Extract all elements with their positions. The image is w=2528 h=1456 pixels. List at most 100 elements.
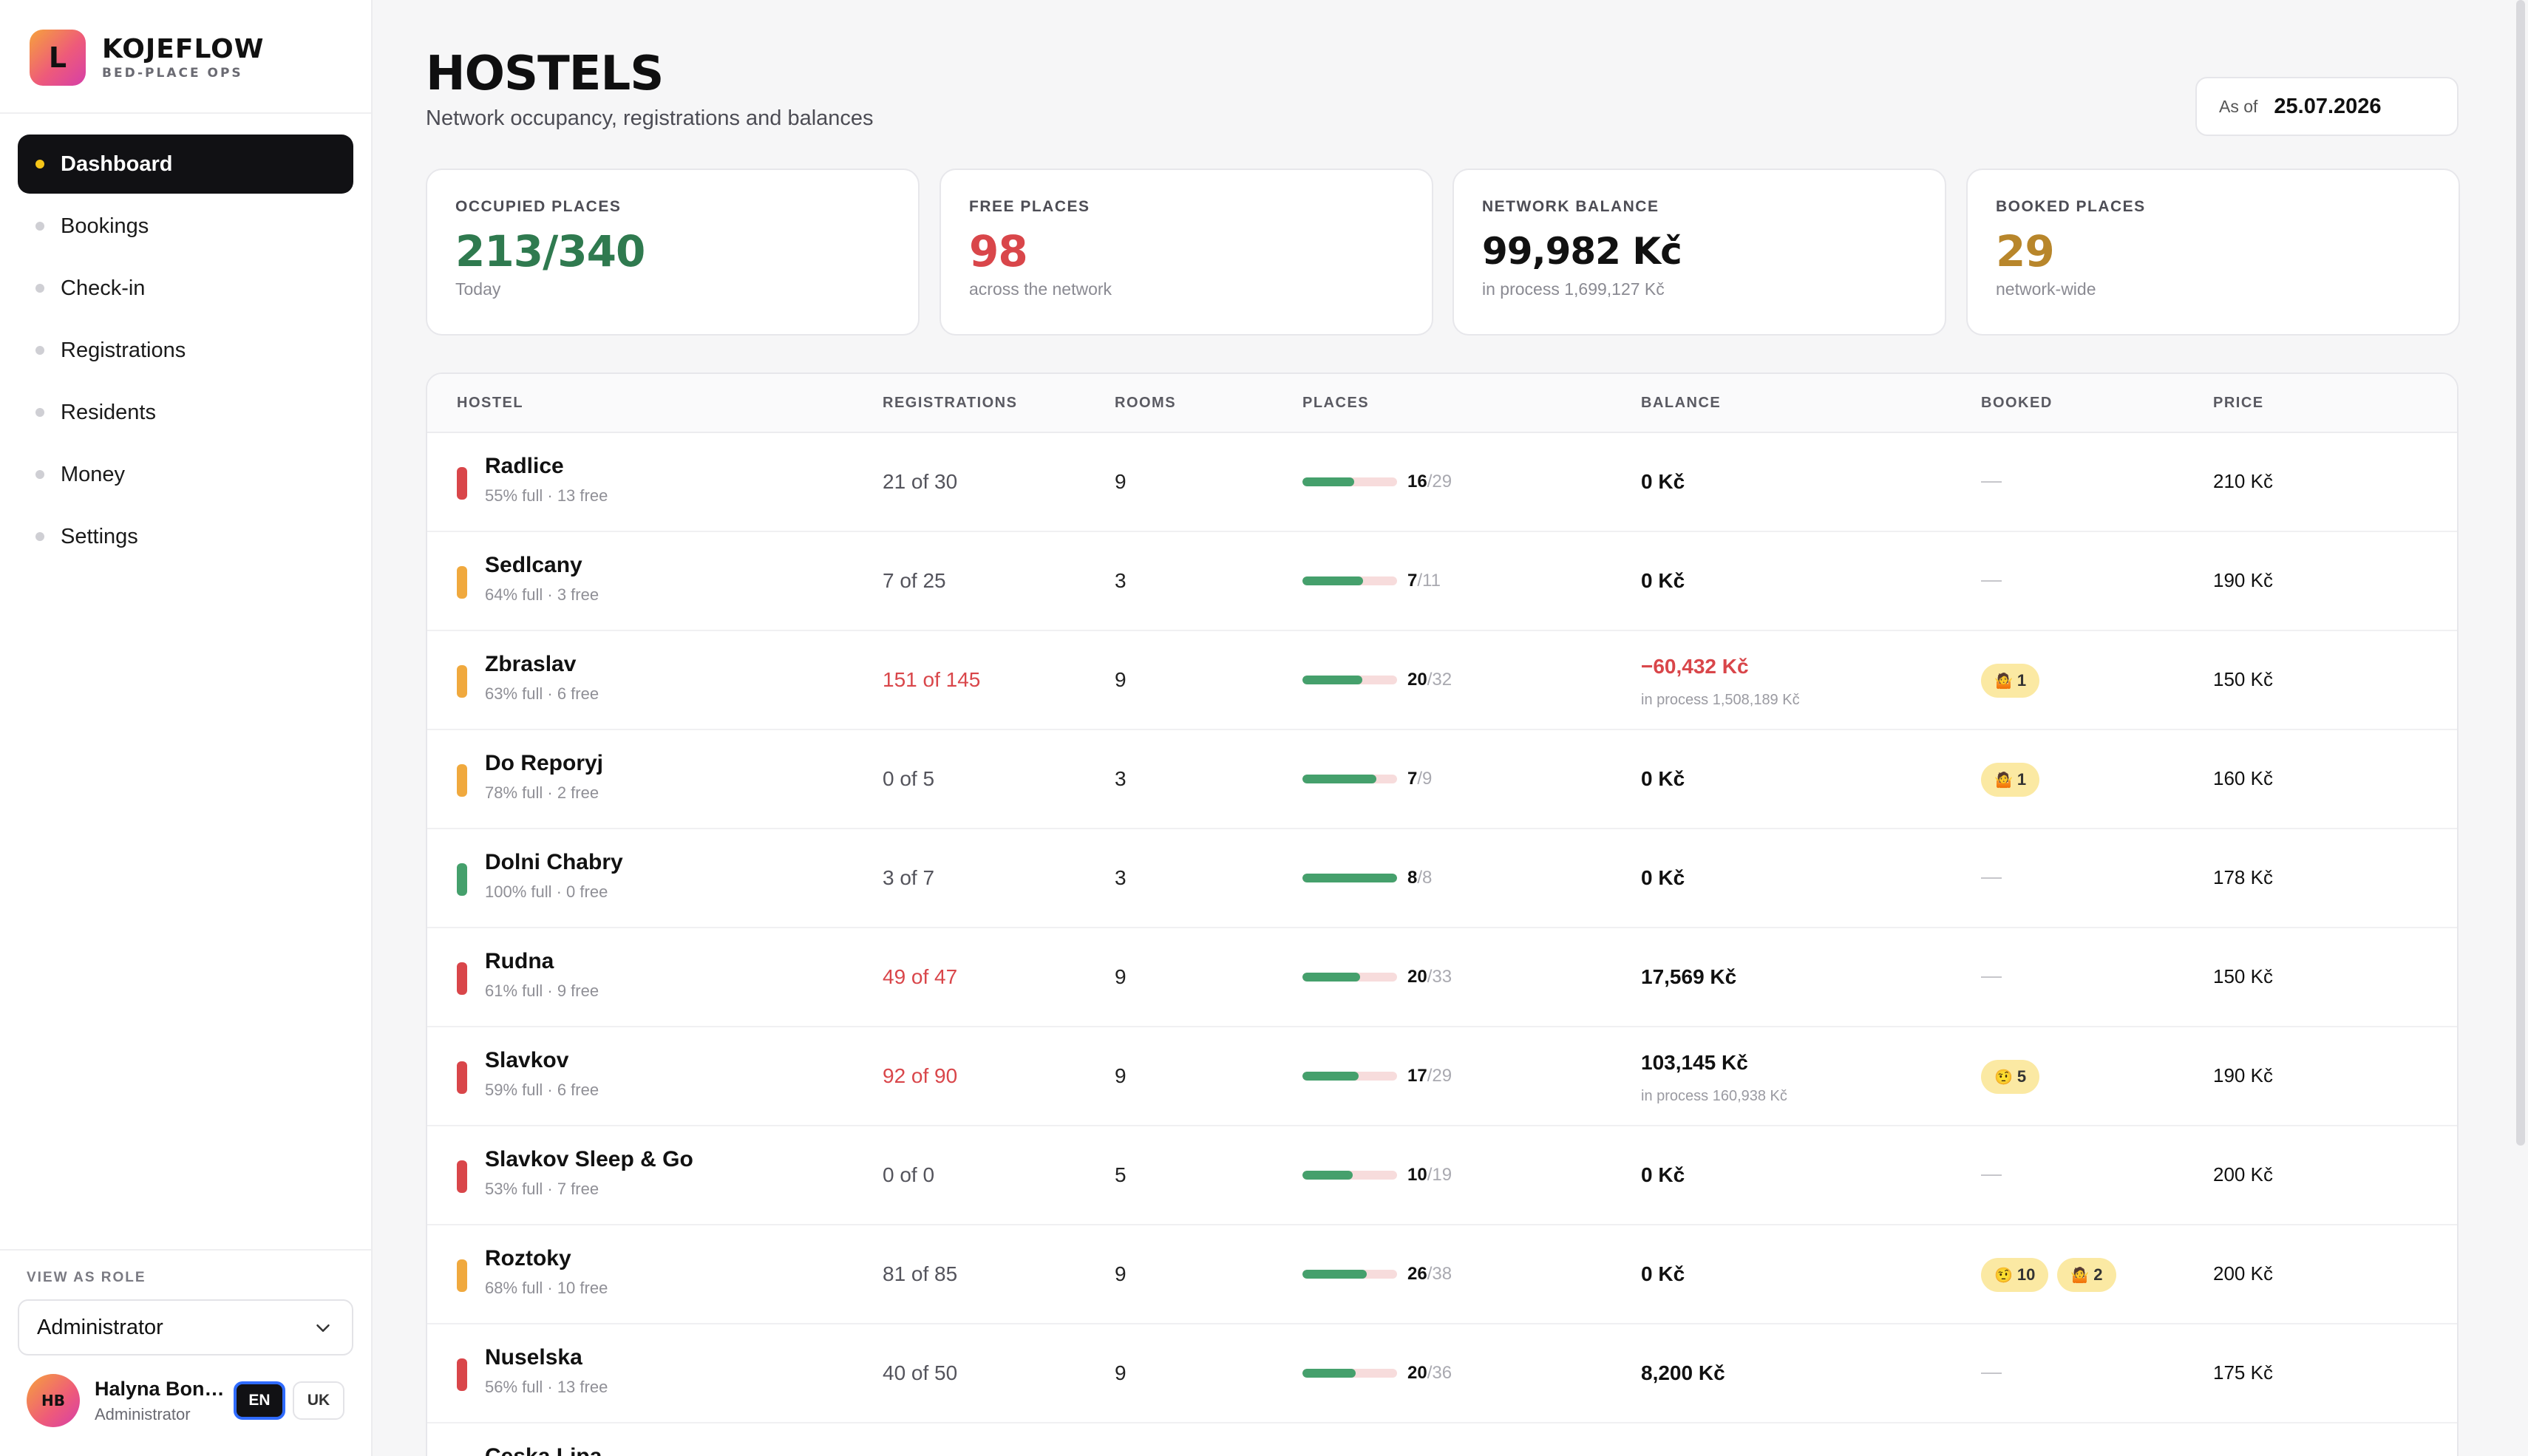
hostel-occupancy: 55% full · 13 free: [485, 486, 608, 505]
rooms-count: 9: [1115, 965, 1127, 988]
hostel-name[interactable]: Do Reporyj: [485, 751, 604, 775]
as-of-date-picker[interactable]: As of 25.07.2026: [2195, 77, 2459, 136]
stat-label: OCCUPIED PLACES: [455, 198, 622, 215]
sidebar-item-check-in[interactable]: Check-in: [18, 259, 353, 318]
hostel-name[interactable]: Nuselska: [485, 1345, 582, 1370]
places-total: /36: [1427, 1363, 1452, 1383]
hostel-name[interactable]: Radlice: [485, 454, 564, 478]
stat-card-network-balance: NETWORK BALANCE 99,982 Kč in process 1,6…: [1452, 169, 1946, 336]
rooms-count: 3: [1115, 866, 1127, 889]
places-progress-bar: [1302, 1072, 1397, 1081]
table-row[interactable]: Slavkov Sleep & Go 53% full · 7 free 0 of …: [427, 1126, 2457, 1225]
table-row[interactable]: Rudna 61% full · 9 free 49 of 47 9 20/33 17,5…: [427, 928, 2457, 1027]
empty-dash: —: [1981, 1162, 2002, 1185]
hostel-name[interactable]: Slavkov: [485, 1048, 569, 1072]
brand[interactable]: L KOJEFLOW BED-PLACE OPS: [30, 28, 264, 87]
language-en-button[interactable]: EN: [234, 1381, 285, 1420]
places-progress-bar: [1302, 576, 1397, 585]
user-role: Administrator: [95, 1404, 191, 1423]
column-header-places[interactable]: PLACES: [1302, 395, 1370, 411]
price-value: 150 Kč: [2213, 965, 2273, 987]
rooms-count: 9: [1115, 1361, 1127, 1384]
table-row[interactable]: Radlice 55% full · 13 free 21 of 30 9 16/29 0…: [427, 433, 2457, 532]
user-profile: HB Halyna Bon… Administrator EN UK: [27, 1372, 352, 1429]
table-row[interactable]: Do Reporyj 78% full · 2 free 0 of 5 3 7/9 0 K…: [427, 730, 2457, 829]
sidebar-item-label: Registrations: [61, 338, 186, 362]
places-total: /33: [1427, 967, 1452, 987]
sidebar-item-bookings[interactable]: Bookings: [18, 197, 353, 256]
table-row[interactable]: Ceska Lipa: [427, 1423, 2457, 1456]
avatar[interactable]: HB: [27, 1374, 80, 1427]
booked-badge[interactable]: 🤷 1: [1981, 664, 2040, 698]
booked-count: 1: [2016, 770, 2027, 789]
column-header-hostel[interactable]: HOSTEL: [457, 395, 524, 411]
column-header-booked[interactable]: BOOKED: [1981, 395, 2053, 411]
places-occupied: 20: [1407, 967, 1427, 987]
table-row[interactable]: Zbraslav 63% full · 6 free 151 of 145 9 20/3…: [427, 631, 2457, 730]
registrations-count: 3 of 7: [883, 866, 935, 889]
hostel-name[interactable]: Zbraslav: [485, 652, 577, 676]
balance-in-process: in process 160,938 Kč: [1641, 1088, 1787, 1104]
table-row[interactable]: Roztoky 68% full · 10 free 81 of 85 9 26/38 0…: [427, 1225, 2457, 1324]
sidebar-item-label: Bookings: [61, 214, 149, 238]
page-scrollbar[interactable]: [2516, 0, 2525, 1146]
sidebar-item-label: Residents: [61, 400, 156, 424]
sidebar-item-settings[interactable]: Settings: [18, 507, 353, 566]
column-header-registrations[interactable]: REGISTRATIONS: [883, 395, 1018, 411]
hostel-name[interactable]: Rudna: [485, 949, 554, 973]
booked-badge[interactable]: 🤨 5: [1981, 1060, 2040, 1094]
column-header-price[interactable]: PRICE: [2213, 395, 2264, 411]
booked-badge[interactable]: 🤷 2: [2057, 1258, 2116, 1292]
price-value: 190 Kč: [2213, 569, 2273, 591]
hostel-name[interactable]: Dolni Chabry: [485, 850, 623, 874]
sidebar-item-money[interactable]: Money: [18, 445, 353, 504]
column-header-rooms[interactable]: ROOMS: [1115, 395, 1177, 411]
table-row[interactable]: Nuselska 56% full · 13 free 40 of 50 9 20/36…: [427, 1324, 2457, 1423]
places-total: /38: [1427, 1264, 1452, 1284]
sidebar-item-dashboard[interactable]: Dashboard: [18, 135, 353, 194]
places-cell: 7/9: [1302, 769, 1432, 789]
chevron-down-icon: [316, 1324, 330, 1332]
hostel-occupancy: 61% full · 9 free: [485, 982, 599, 1000]
table-header: HOSTEL REGISTRATIONS ROOMS PLACES BALANC…: [427, 374, 2457, 433]
stat-sub: Today: [455, 279, 501, 299]
stat-value: 99,982 Kč: [1482, 230, 1682, 273]
places-total: /32: [1427, 670, 1452, 690]
sidebar-item-label: Dashboard: [61, 152, 173, 176]
empty-dash: —: [1981, 1360, 2002, 1383]
booked-badge[interactable]: 🤷 1: [1981, 763, 2040, 797]
hostel-occupancy: 78% full · 2 free: [485, 783, 599, 802]
registrations-count: 7 of 25: [883, 569, 946, 592]
hostel-name[interactable]: Sedlcany: [485, 553, 582, 577]
as-of-date-value: 25.07.2026: [2274, 94, 2382, 118]
role-select[interactable]: Administrator: [18, 1299, 353, 1355]
price-value: 178 Kč: [2213, 866, 2273, 888]
places-cell: 7/11: [1302, 571, 1441, 591]
hostels-table: HOSTEL REGISTRATIONS ROOMS PLACES BALANC…: [426, 372, 2459, 1456]
status-indicator: [457, 764, 467, 797]
table-body: Radlice 55% full · 13 free 21 of 30 9 16/29 0…: [427, 433, 2457, 1456]
places-progress-fill: [1302, 775, 1376, 783]
hostel-name[interactable]: Ceska Lipa: [485, 1444, 602, 1456]
places-cell: 8/8: [1302, 868, 1432, 888]
booked-badge[interactable]: 🤨 10: [1981, 1258, 2049, 1292]
hostel-name[interactable]: Slavkov Sleep & Go: [485, 1147, 693, 1171]
balance-value: 8,200 Kč: [1641, 1361, 1725, 1384]
booked-count: 1: [2016, 671, 2027, 690]
sidebar-item-residents[interactable]: Residents: [18, 383, 353, 442]
table-row[interactable]: Dolni Chabry 100% full · 0 free 3 of 7 3 8/8…: [427, 829, 2457, 928]
dot-icon: [35, 408, 44, 417]
sidebar-item-registrations[interactable]: Registrations: [18, 321, 353, 380]
hostel-name[interactable]: Roztoky: [485, 1246, 571, 1270]
balance-value: −60,432 Kč: [1641, 655, 1749, 678]
booked-cell: 🤨 5: [1981, 1060, 2048, 1094]
places-cell: 26/38: [1302, 1264, 1452, 1285]
language-uk-button[interactable]: UK: [293, 1381, 344, 1420]
table-row[interactable]: Sedlcany 64% full · 3 free 7 of 25 3 7/11 0 K…: [427, 532, 2457, 631]
registrations-count: 21 of 30: [883, 470, 958, 493]
status-indicator: [457, 962, 467, 995]
table-row[interactable]: Slavkov 59% full · 6 free 92 of 90 9 17/29 10…: [427, 1027, 2457, 1126]
status-indicator: [457, 1259, 467, 1292]
column-header-balance[interactable]: BALANCE: [1641, 395, 1722, 411]
booked-cell: —: [1981, 862, 2002, 888]
